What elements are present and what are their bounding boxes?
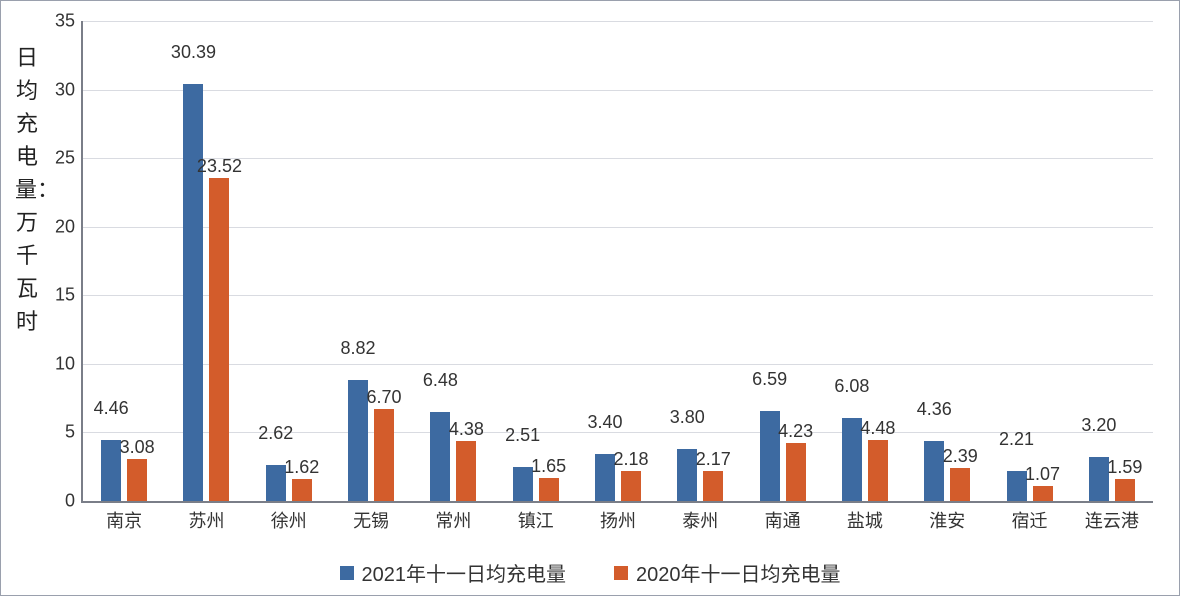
legend-item: 2020年十一日均充电量 xyxy=(614,558,841,587)
legend-item: 2021年十一日均充电量 xyxy=(340,558,567,587)
bar xyxy=(1007,471,1027,501)
y-tick-label: 20 xyxy=(55,216,83,237)
bar xyxy=(348,380,368,501)
x-axis-label: 宿迁 xyxy=(1012,501,1048,533)
y-tick-label: 0 xyxy=(65,491,83,512)
plot-area: 05101520253035南京4.463.08苏州30.3923.52徐州2.… xyxy=(81,21,1153,503)
x-axis-label: 盐城 xyxy=(847,501,883,533)
grid-line xyxy=(83,158,1153,159)
value-label: 4.48 xyxy=(860,418,895,439)
value-label: 4.38 xyxy=(449,419,484,440)
value-label: 4.36 xyxy=(917,399,952,420)
chart-container: 日均充电量：万千瓦时 0 5 10 15 20 25 30 35 南京 4.46 3.08 苏州 30.… xyxy=(0,0,1180,596)
x-axis-label: 无锡 xyxy=(353,501,389,533)
bar xyxy=(703,471,723,501)
y-tick-label: 10 xyxy=(55,353,83,374)
value-label: 1.62 xyxy=(284,457,319,478)
value-label: 4.23 xyxy=(778,421,813,442)
x-axis-label: 镇江 xyxy=(518,501,554,533)
value-label: 6.59 xyxy=(752,369,787,390)
value-label: 23.52 xyxy=(197,156,242,177)
legend-label: 2021年十一日均充电量 xyxy=(362,558,567,587)
x-axis-label: 南通 xyxy=(765,501,801,533)
bar xyxy=(924,441,944,501)
value-label: 30.39 xyxy=(171,42,216,63)
value-label: 1.59 xyxy=(1107,457,1142,478)
bar xyxy=(595,454,615,501)
x-axis-label: 徐州 xyxy=(271,501,307,533)
value-label: 3.40 xyxy=(587,412,622,433)
bar xyxy=(209,178,229,501)
bar xyxy=(842,418,862,501)
x-axis-label: 连云港 xyxy=(1085,501,1139,533)
value-label: 2.51 xyxy=(505,425,540,446)
value-label: 6.48 xyxy=(423,370,458,391)
value-label: 3.80 xyxy=(670,407,705,428)
bar xyxy=(760,411,780,501)
bar xyxy=(183,84,203,501)
value-label: 4.46 xyxy=(94,398,129,419)
bar xyxy=(950,468,970,501)
x-axis-label: 淮安 xyxy=(929,501,965,533)
bar xyxy=(677,449,697,501)
bar xyxy=(513,467,533,501)
x-axis-label: 苏州 xyxy=(188,501,224,533)
y-tick-label: 15 xyxy=(55,285,83,306)
value-label: 2.39 xyxy=(943,446,978,467)
value-label: 6.08 xyxy=(834,376,869,397)
bar xyxy=(430,412,450,501)
grid-line xyxy=(83,364,1153,365)
legend-swatch xyxy=(340,566,354,580)
y-tick-label: 35 xyxy=(55,11,83,32)
value-label: 6.70 xyxy=(367,387,402,408)
y-tick-label: 5 xyxy=(65,422,83,443)
bar xyxy=(292,479,312,501)
value-label: 3.20 xyxy=(1081,415,1116,436)
value-label: 2.17 xyxy=(696,449,731,470)
bar xyxy=(621,471,641,501)
bar xyxy=(539,478,559,501)
bar xyxy=(1115,479,1135,501)
bar xyxy=(127,459,147,501)
bar xyxy=(1033,486,1053,501)
grid-line xyxy=(83,21,1153,22)
y-tick-label: 25 xyxy=(55,148,83,169)
y-axis-title: 日均充电量：万千瓦时 xyxy=(15,41,39,338)
bar xyxy=(374,409,394,501)
legend-label: 2020年十一日均充电量 xyxy=(636,558,841,587)
bar xyxy=(786,443,806,501)
x-axis-label: 常州 xyxy=(435,501,471,533)
bar xyxy=(101,440,121,501)
bar xyxy=(1089,457,1109,501)
value-label: 3.08 xyxy=(120,437,155,458)
value-label: 2.21 xyxy=(999,429,1034,450)
legend-swatch xyxy=(614,566,628,580)
y-tick-label: 30 xyxy=(55,79,83,100)
grid-line xyxy=(83,90,1153,91)
value-label: 1.07 xyxy=(1025,464,1060,485)
grid-line xyxy=(83,227,1153,228)
x-axis-label: 南京 xyxy=(106,501,142,533)
bar xyxy=(868,440,888,501)
x-axis-label: 泰州 xyxy=(682,501,718,533)
value-label: 8.82 xyxy=(341,338,376,359)
x-axis-label: 扬州 xyxy=(600,501,636,533)
value-label: 1.65 xyxy=(531,456,566,477)
bar xyxy=(456,441,476,501)
grid-line xyxy=(83,295,1153,296)
value-label: 2.18 xyxy=(613,449,648,470)
value-label: 2.62 xyxy=(258,423,293,444)
bar xyxy=(266,465,286,501)
legend: 2021年十一日均充电量 2020年十一日均充电量 xyxy=(1,558,1179,587)
